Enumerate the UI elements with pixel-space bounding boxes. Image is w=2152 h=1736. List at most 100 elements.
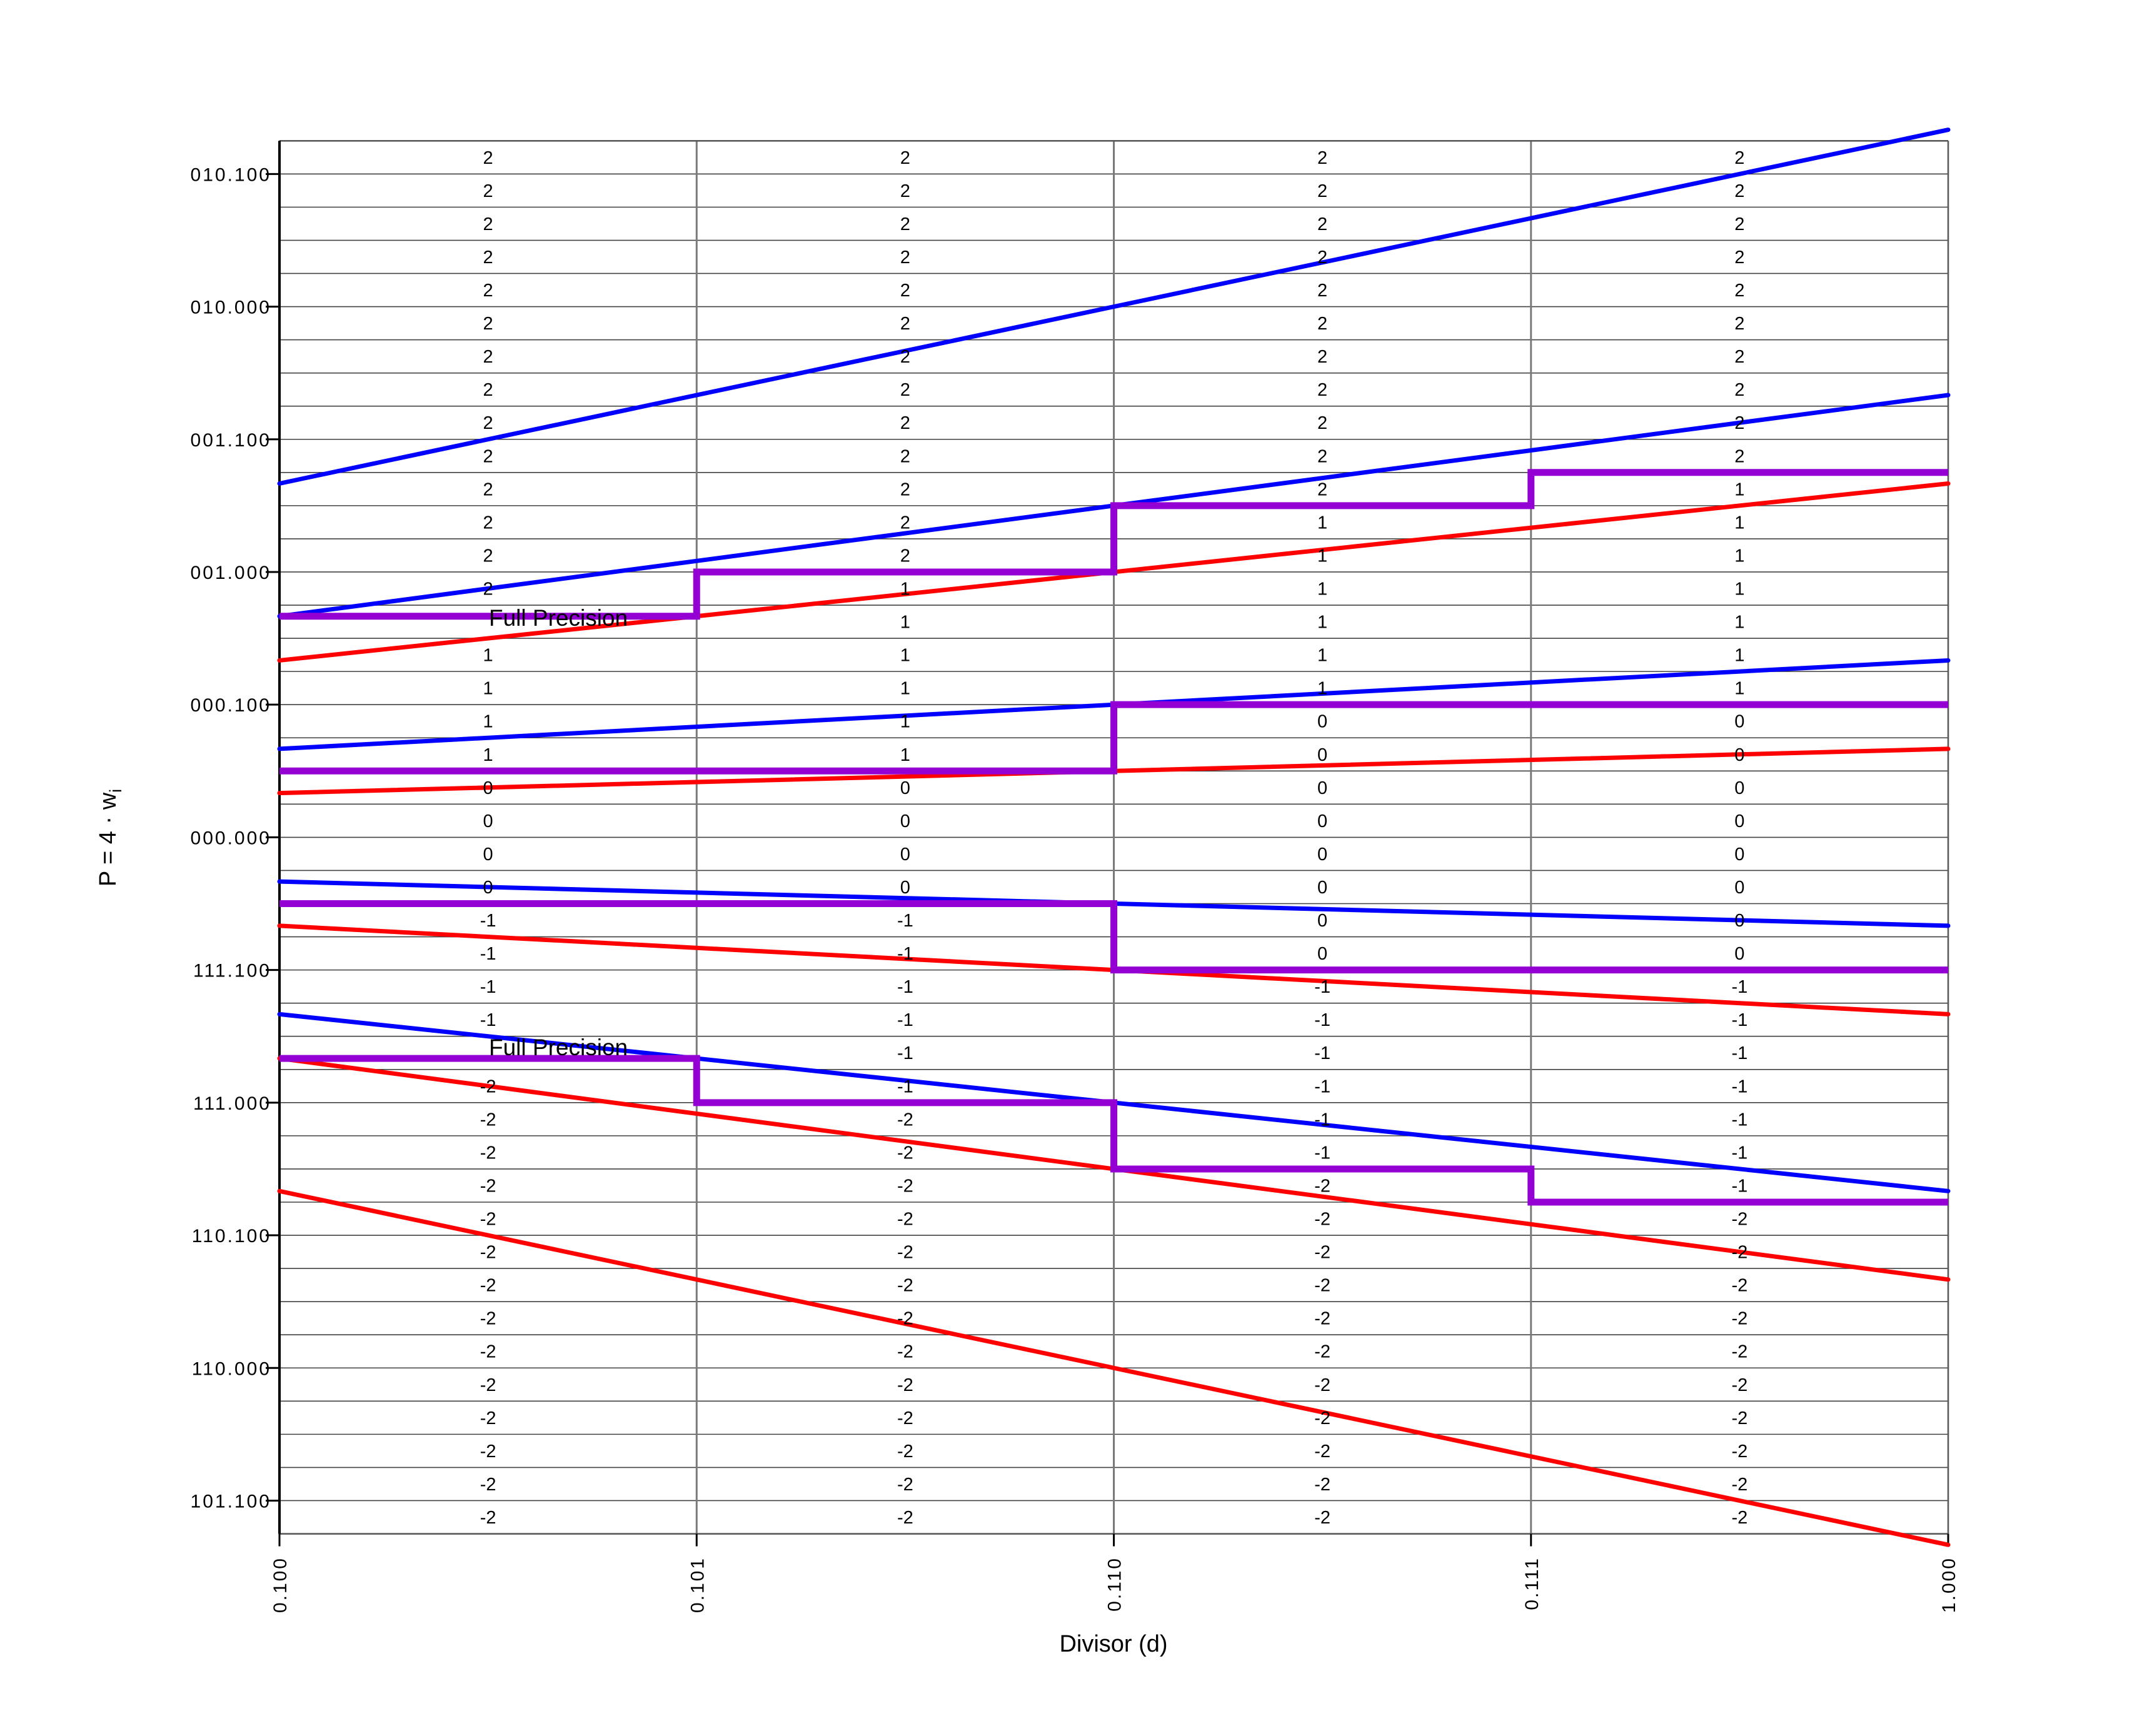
digit-cell: 2 xyxy=(483,181,493,201)
digit-cell: 2 xyxy=(900,214,910,234)
digit-cell: -1 xyxy=(480,1010,496,1030)
digit-cell: -1 xyxy=(1731,1176,1747,1196)
digit-cell: -2 xyxy=(897,1243,913,1263)
digit-cell: -1 xyxy=(1731,1110,1747,1130)
digit-cell: -2 xyxy=(480,1408,496,1428)
digit-cell: 1 xyxy=(1317,513,1327,533)
staircase-boundary-q2-q1 xyxy=(279,469,1948,620)
digit-cell: 1 xyxy=(1317,546,1327,566)
x-axis-title: Divisor (d) xyxy=(1059,1631,1167,1657)
y-tick-label: 101.100 xyxy=(191,1491,271,1512)
digit-cell: 1 xyxy=(1734,613,1744,633)
digit-cell: 2 xyxy=(1734,248,1744,268)
x-tick-label: 0.100 xyxy=(270,1557,291,1613)
digit-cell: -2 xyxy=(480,1210,496,1230)
digit-cell: 1 xyxy=(900,613,910,633)
digit-cell: -2 xyxy=(480,1508,496,1528)
digit-cell: 0 xyxy=(1317,944,1327,964)
digit-cell: 2 xyxy=(483,513,493,533)
digit-cell: -2 xyxy=(897,1375,913,1395)
digit-cell: 2 xyxy=(1734,347,1744,367)
digit-cell: -2 xyxy=(1731,1309,1747,1329)
digit-cell: 2 xyxy=(1317,479,1327,499)
y-tick-label: 110.000 xyxy=(192,1358,271,1379)
digit-cell: 2 xyxy=(1317,248,1327,268)
digit-cell: -1 xyxy=(1731,1043,1747,1063)
digit-cell: 0 xyxy=(1734,944,1744,964)
digit-cell: -2 xyxy=(897,1210,913,1230)
digit-cell: 2 xyxy=(483,579,493,599)
digit-cell: 2 xyxy=(900,181,910,201)
digit-cell: -2 xyxy=(1731,1342,1747,1362)
digit-cell: -2 xyxy=(897,1508,913,1528)
digit-cell: -2 xyxy=(480,1375,496,1395)
digit-cell: 1 xyxy=(1317,579,1327,599)
digit-cell: 2 xyxy=(1317,380,1327,400)
y-tick-label: 000.000 xyxy=(191,828,271,848)
digit-cell: 2 xyxy=(1734,181,1744,201)
digit-cell: 2 xyxy=(1734,214,1744,234)
digit-cell: 2 xyxy=(900,347,910,367)
digit-cell: 2 xyxy=(900,281,910,301)
digit-cell: -2 xyxy=(1314,1342,1330,1362)
digit-cell: 2 xyxy=(1317,281,1327,301)
digit-cell: 1 xyxy=(483,679,493,699)
digit-cell: 2 xyxy=(900,314,910,334)
digit-cell: -2 xyxy=(1731,1243,1747,1263)
digit-cell: -2 xyxy=(1314,1508,1330,1528)
digit-cell: -2 xyxy=(897,1342,913,1362)
digit-cell: 1 xyxy=(1734,646,1744,666)
digit-cell: -2 xyxy=(480,1110,496,1130)
digit-cell: -1 xyxy=(897,911,913,931)
digit-cell: -1 xyxy=(897,1010,913,1030)
digit-cell: 0 xyxy=(900,778,910,798)
digit-cell: -2 xyxy=(1314,1176,1330,1196)
digit-cell: 0 xyxy=(483,778,493,798)
digit-cell: 2 xyxy=(483,214,493,234)
digit-cell: 0 xyxy=(1317,745,1327,765)
digit-cell: -2 xyxy=(897,1408,913,1428)
digit-cell: -2 xyxy=(480,1442,496,1462)
y-axis-title: P = 4 · wi xyxy=(95,789,125,886)
digit-cell: 2 xyxy=(1317,214,1327,234)
digit-cell: -1 xyxy=(897,944,913,964)
digit-cell: 1 xyxy=(1734,513,1744,533)
digit-cell: 2 xyxy=(483,148,493,168)
digit-cell: 0 xyxy=(1734,911,1744,931)
digit-cell: 1 xyxy=(1734,546,1744,566)
digit-cell: 0 xyxy=(1734,778,1744,798)
digit-cell: -1 xyxy=(1731,1143,1747,1163)
digit-cell: 0 xyxy=(1734,712,1744,732)
digit-cell: 2 xyxy=(1734,380,1744,400)
digit-cell: 0 xyxy=(1317,712,1327,732)
digit-cell: -2 xyxy=(897,1442,913,1462)
digit-cell: -2 xyxy=(480,1309,496,1329)
digit-cell: -1 xyxy=(897,1076,913,1096)
digit-cell: -1 xyxy=(1314,1110,1330,1130)
digit-cell: -2 xyxy=(1731,1276,1747,1296)
digit-cell: -2 xyxy=(480,1243,496,1263)
staircase-boundary-q1-q0 xyxy=(279,701,1948,775)
digit-cell: -1 xyxy=(1314,1043,1330,1063)
digit-cell: -2 xyxy=(480,1475,496,1495)
digit-cell: 2 xyxy=(900,248,910,268)
digit-cell: 1 xyxy=(483,745,493,765)
digit-cell: 2 xyxy=(1734,281,1744,301)
digit-cell: -2 xyxy=(1314,1210,1330,1230)
digit-cell: 2 xyxy=(1317,413,1327,433)
digit-cell: -2 xyxy=(1731,1375,1747,1395)
digit-cell: 1 xyxy=(900,579,910,599)
digit-cell: 0 xyxy=(483,878,493,898)
digit-cell: -1 xyxy=(897,1043,913,1063)
x-tick-label: 0.111 xyxy=(1522,1557,1542,1610)
digit-cell: -2 xyxy=(897,1143,913,1163)
digit-cell: 2 xyxy=(483,281,493,301)
y-tick-label: 111.100 xyxy=(193,961,271,981)
digit-cell: 1 xyxy=(900,712,910,732)
y-tick-label: 111.000 xyxy=(193,1093,271,1114)
digit-cell: 2 xyxy=(1734,148,1744,168)
digit-cell: 2 xyxy=(483,479,493,499)
y-tick-label: 110.100 xyxy=(192,1226,271,1247)
y-axis-title-subscript: i xyxy=(106,789,125,793)
digit-cell: 1 xyxy=(1317,679,1327,699)
